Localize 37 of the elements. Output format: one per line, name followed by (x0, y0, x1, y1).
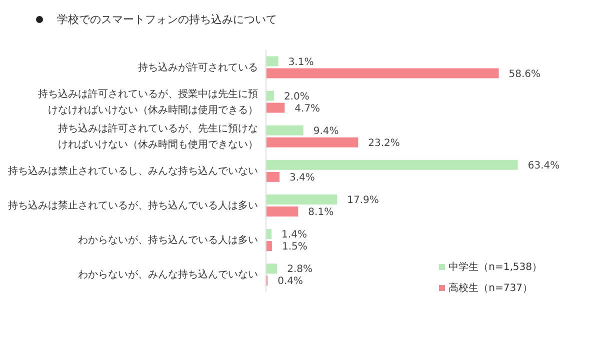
bar (266, 229, 272, 240)
data-label: 8.1% (308, 207, 334, 218)
legend-label: 中学生（n=1,538） (448, 260, 542, 274)
bar (266, 206, 298, 217)
bar (266, 160, 518, 170)
data-label: 0.4% (278, 276, 303, 288)
bar (266, 137, 358, 148)
data-label: 4.7% (294, 103, 320, 114)
bar (266, 241, 272, 252)
data-label: 2.8% (287, 264, 313, 276)
bar (266, 194, 338, 205)
data-label: 17.9% (347, 195, 379, 206)
data-label: 1.5% (282, 242, 308, 253)
y-tick-label: わからないが、持ち込んでいる人は多い (78, 234, 258, 246)
y-tick-label: 持ち込みは禁止されているし、みんな持ち込んでいない (8, 164, 258, 176)
legend-label: 高校生（n=737） (448, 282, 532, 295)
text: 学校でのスマートフォンの持ち込みについて (57, 12, 277, 27)
data-label: 3.1% (288, 56, 314, 68)
y-tick-label: 持ち込みは許可されているが、先生に預けなければいけない（休み時間も使用できない） (58, 122, 258, 150)
bar (266, 102, 285, 113)
y-tick-label: 持ち込みは禁止されているが、持ち込んでいる人は多い (8, 199, 258, 212)
data-label: 3.4% (290, 172, 315, 184)
data-label: 9.4% (313, 126, 339, 137)
data-label: 58.6% (508, 68, 541, 80)
bar (266, 172, 280, 182)
bar (266, 125, 304, 136)
y-tick-label: 持ち込みは許可されているが、授業中は先生に預けなければいけない（休み時間は使用できる） (38, 87, 258, 116)
y-tick-label: わからないが、みんな持ち込んでいない (78, 268, 258, 280)
y-tick-label: 持ち込みが許可されている (138, 60, 258, 73)
bar (266, 90, 274, 101)
bar (266, 264, 278, 274)
data-label: 23.2% (368, 138, 400, 149)
data-label: 1.4% (282, 230, 307, 241)
data-label: 63.4% (528, 160, 560, 172)
data-label: 2.0% (284, 91, 310, 102)
bar (266, 56, 278, 66)
bar (266, 68, 499, 78)
